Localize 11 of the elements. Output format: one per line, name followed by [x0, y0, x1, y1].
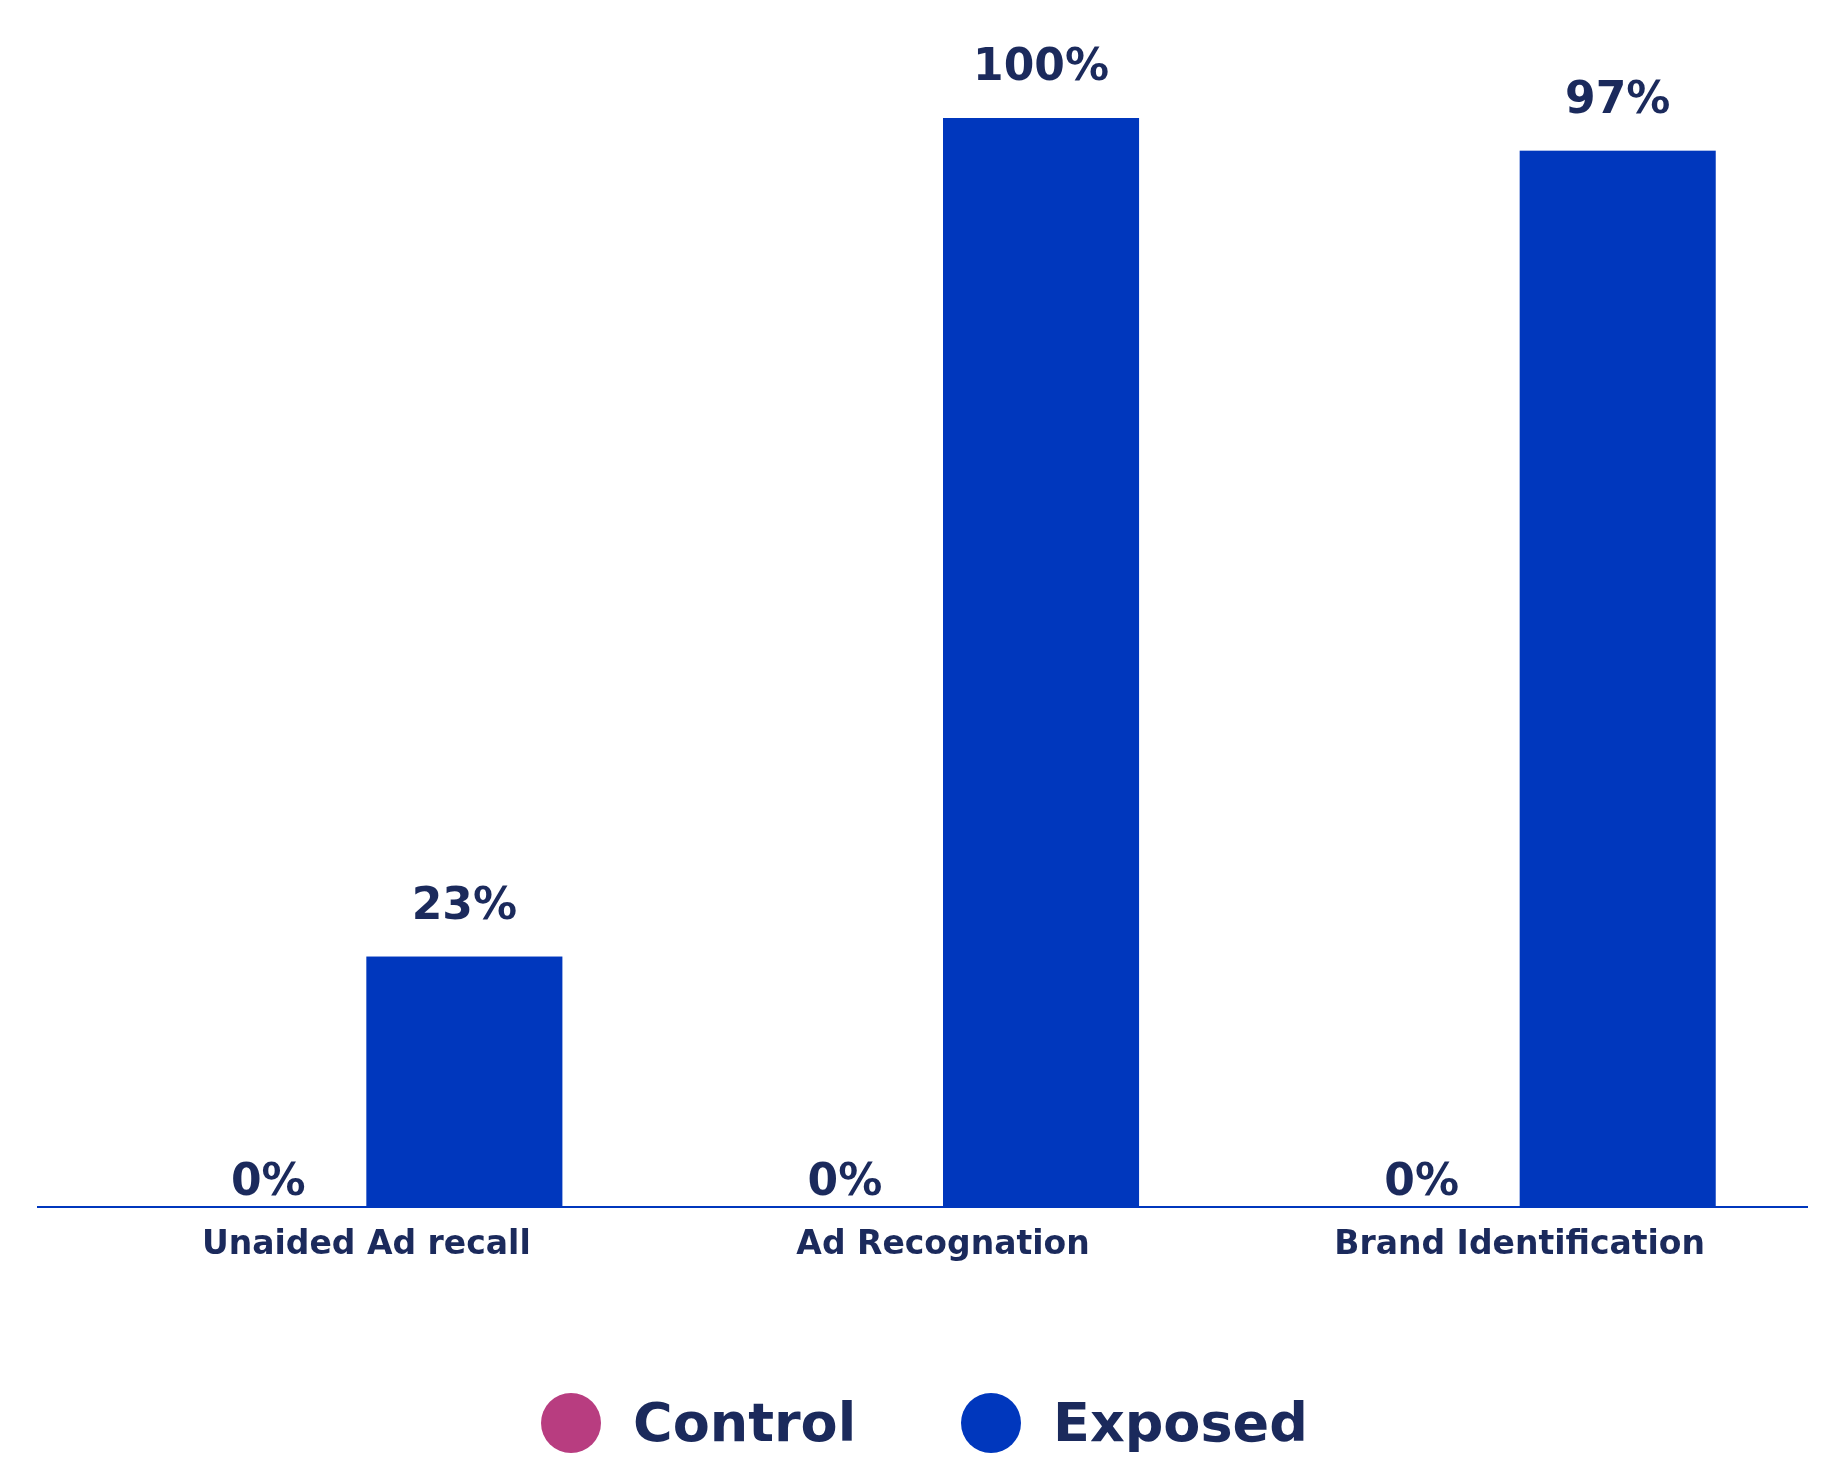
legend-label: Exposed [1053, 1391, 1308, 1454]
data-label: 100% [973, 39, 1109, 90]
legend-label: Control [633, 1391, 857, 1454]
data-label: 23% [411, 877, 518, 929]
x-tick-label: Ad Recognation [796, 1223, 1090, 1262]
x-tick-label: Unaided Ad recall [201, 1223, 531, 1262]
data-label: 0% [807, 1154, 883, 1205]
x-tick-label: Brand Identification [1334, 1223, 1706, 1262]
data-label: 0% [1384, 1154, 1459, 1205]
data-label: 97% [1565, 71, 1671, 123]
data-label: 0% [230, 1154, 306, 1205]
